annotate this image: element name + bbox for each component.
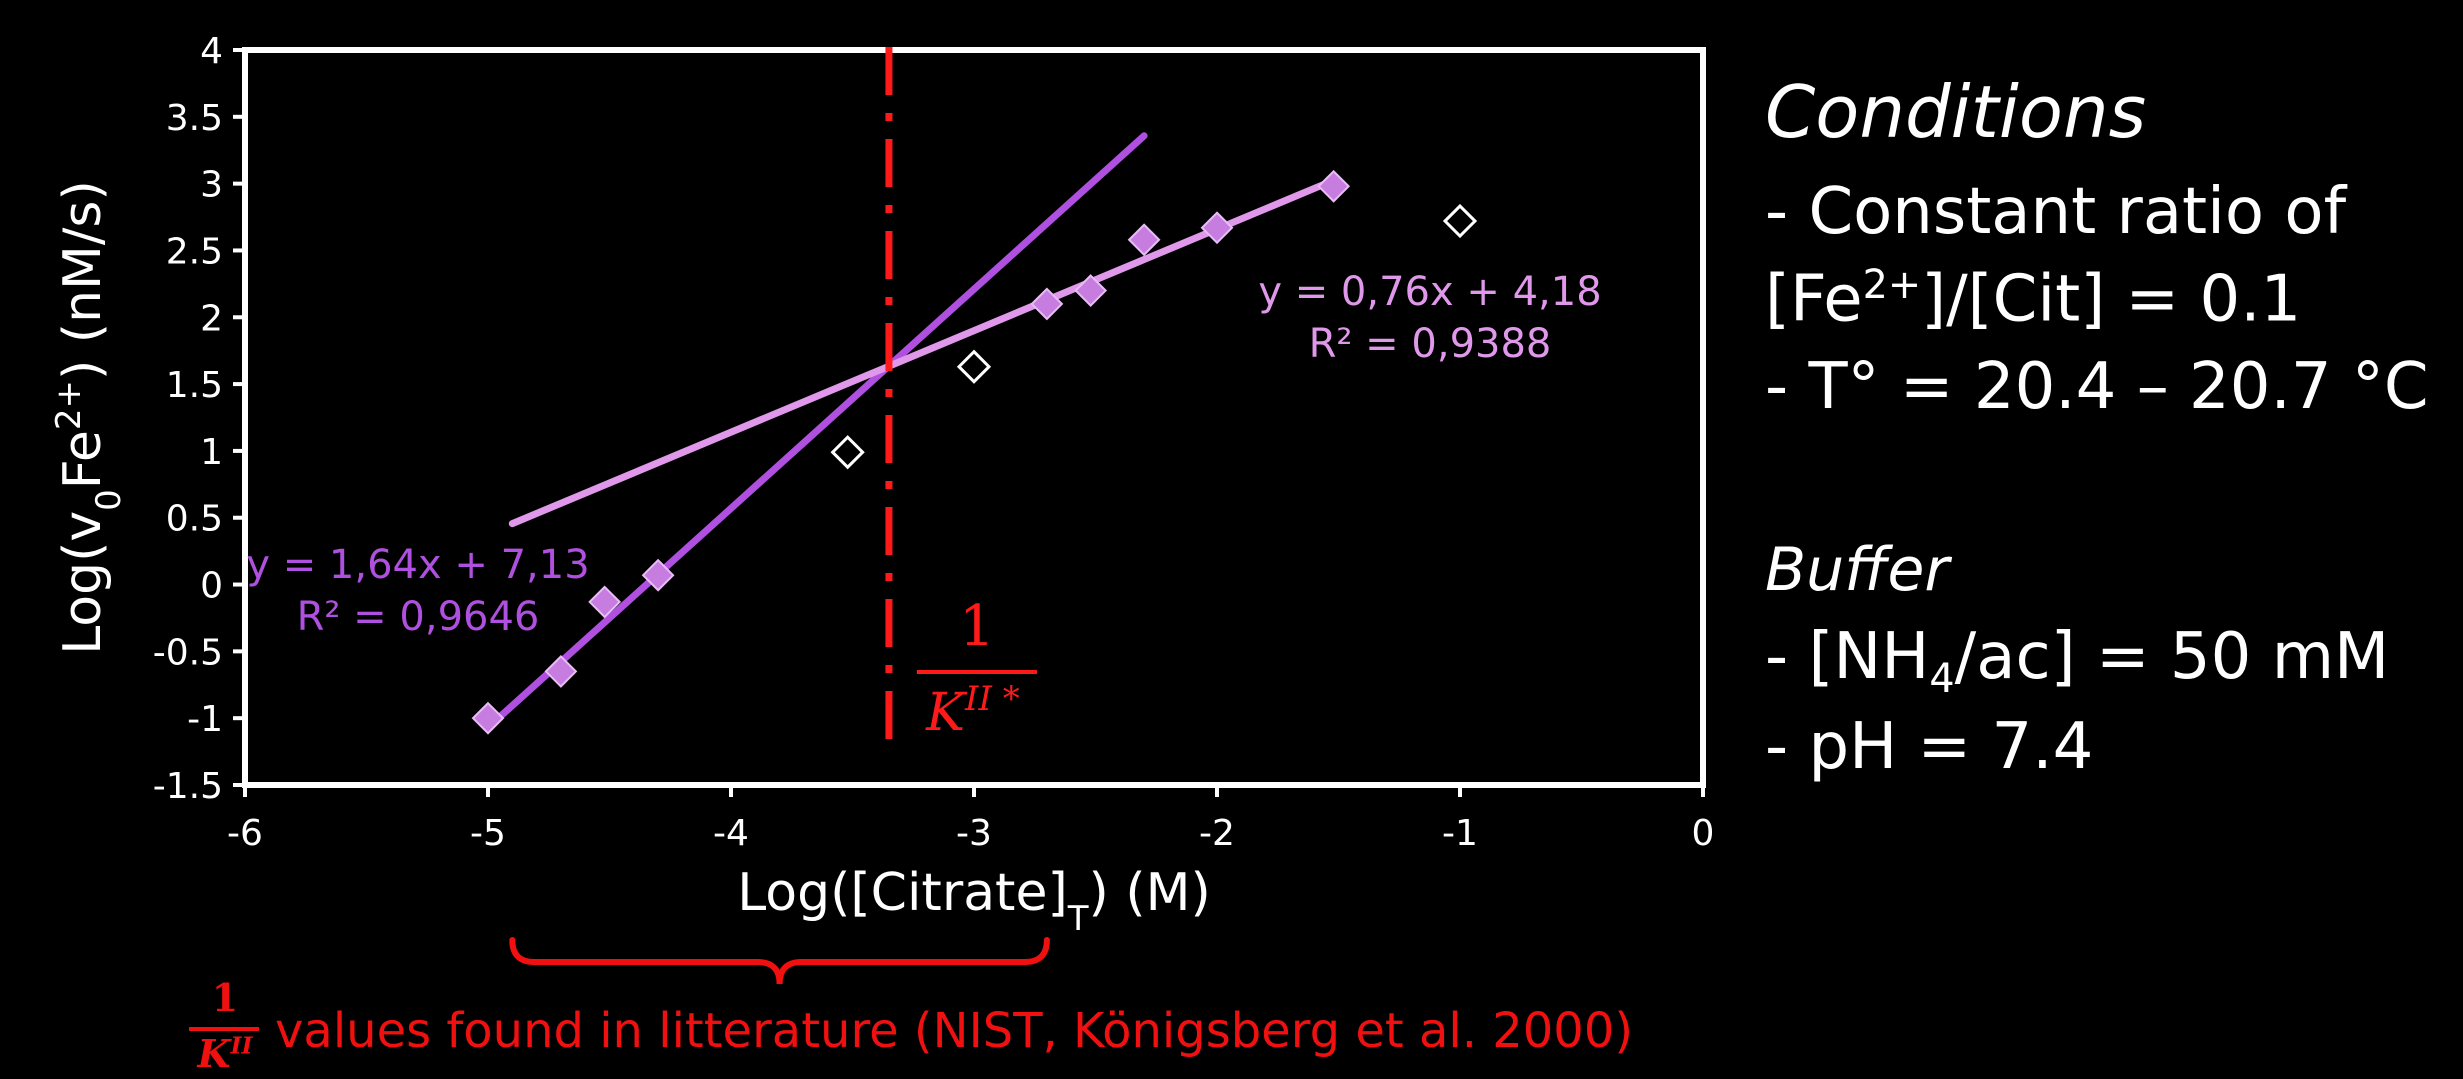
y-tick-label: -1.5 — [153, 766, 223, 807]
trendline-2-r2: R² = 0,9388 — [1309, 321, 1552, 367]
y-tick-label: 3 — [200, 165, 223, 206]
vline-label-denominator: KII * — [925, 679, 1020, 743]
x-tick-label: -1 — [1442, 813, 1478, 854]
y-tick-label: 1.5 — [166, 365, 223, 406]
trendline-2-equation: y = 0,76x + 4,18 — [1258, 269, 1601, 315]
x-tick-label: -6 — [227, 813, 263, 854]
trendline-2 — [508, 176, 1338, 528]
data-point-filled — [1030, 287, 1064, 321]
y-tick-label: -1 — [187, 699, 223, 740]
data-point-filled — [641, 558, 675, 592]
data-point-filled — [1127, 223, 1161, 257]
buffer-line-1: - [NH4/ac] = 50 mM — [1765, 620, 2390, 702]
data-point-filled — [471, 701, 505, 735]
trendline-1-equation: y = 1,64x + 7,13 — [246, 542, 589, 588]
footnote-fraction-denominator: KII — [197, 1031, 253, 1076]
footnote-fraction: 1 KII — [185, 975, 265, 1076]
x-axis-label: Log([Citrate]T) (M) — [737, 863, 1211, 939]
conditions-line-1: - Constant ratio of — [1765, 175, 2347, 249]
conditions-line-2: [Fe2+]/[Cit] = 0.1 — [1765, 262, 2302, 337]
footnote-fraction-bar — [189, 1027, 259, 1031]
y-tick-label: 1 — [200, 432, 223, 473]
y-tick-label: 0 — [200, 566, 223, 607]
y-tick-label: 2 — [200, 298, 223, 339]
conditions-line-3: - T° = 20.4 – 20.7 °C — [1765, 350, 2429, 424]
buffer-title: Buffer — [1765, 535, 1950, 605]
trendline-1-r2: R² = 0,9646 — [297, 594, 540, 640]
buffer-line-2: - pH = 7.4 — [1765, 710, 2094, 784]
literature-range-brace — [509, 937, 1050, 985]
y-tick-label: 4 — [200, 31, 223, 72]
data-point-open — [1442, 203, 1478, 239]
annotations-group: y = 1,64x + 7,13 R² = 0,9646 y = 0,76x + 4… — [246, 47, 1602, 985]
data-point-filled — [588, 585, 622, 619]
footnote: 1 KII values found in litterature (NIST,… — [185, 975, 1645, 1076]
trendline-1 — [484, 132, 1148, 732]
data-point-filled — [544, 654, 578, 688]
x-tick-label: 0 — [1692, 813, 1715, 854]
x-tick-label: -5 — [470, 813, 506, 854]
y-tick-label: 2.5 — [166, 231, 223, 272]
plot-frame — [242, 47, 1706, 788]
data-point-open — [956, 349, 992, 384]
vline-label-numerator: 1 — [959, 594, 995, 659]
x-tick-label: -3 — [956, 813, 992, 854]
data-point-filled — [1317, 169, 1351, 203]
data-point-filled — [1200, 211, 1234, 245]
y-tick-label: 0.5 — [166, 499, 223, 540]
conditions-title: Conditions — [1765, 70, 2147, 154]
points-group — [471, 169, 1478, 735]
data-point-filled — [1074, 274, 1108, 307]
y-tick-label: -0.5 — [153, 632, 223, 673]
footnote-text: values found in litterature (NIST, König… — [275, 1003, 1634, 1059]
axes-group: 4 3.5 3 2.5 2 1.5 1 0.5 0 -0.5 -1 -1.5-6 -5 -4 -3 -2 -1 0… — [49, 31, 1714, 939]
data-point-open — [830, 435, 865, 470]
footnote-fraction-numerator: 1 — [211, 975, 239, 1020]
trendlines-group — [484, 132, 1338, 732]
x-tick-label: -4 — [713, 813, 749, 854]
x-tick-label: -2 — [1199, 813, 1235, 854]
y-axis-label: Log(v0Fe2+) (nM/s) — [49, 180, 129, 655]
y-tick-label: 3.5 — [166, 98, 223, 139]
